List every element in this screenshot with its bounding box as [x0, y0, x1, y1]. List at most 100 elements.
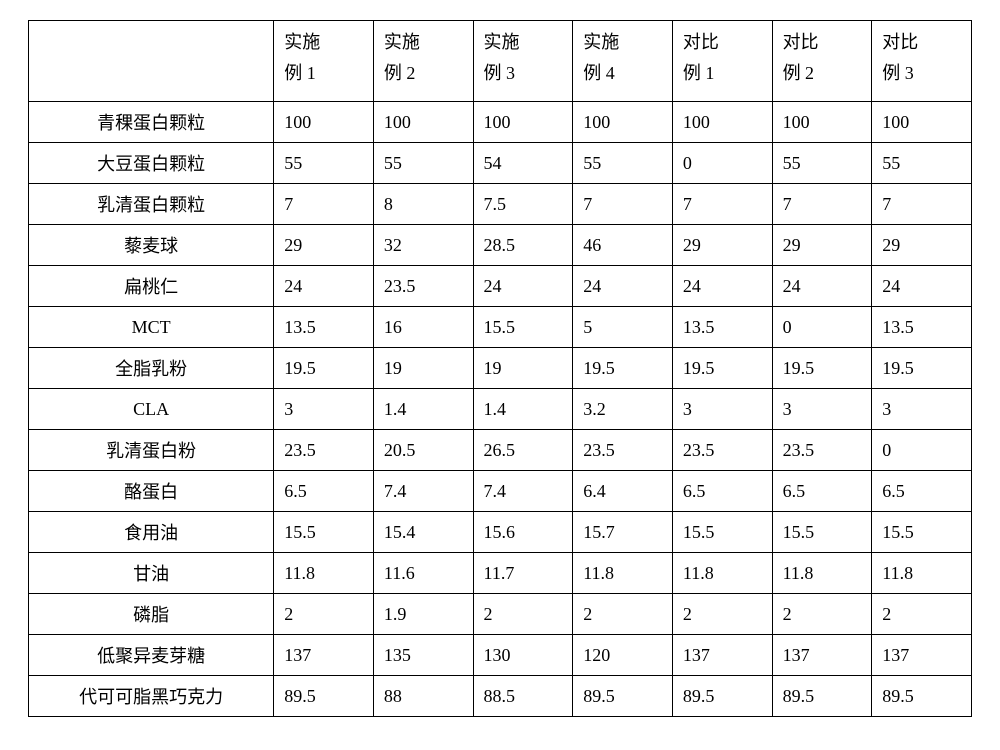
header-l2: 例 1	[284, 63, 316, 83]
header-l1: 实施	[384, 32, 420, 52]
header-l1: 对比	[882, 32, 918, 52]
cell-value: 13.5	[872, 307, 972, 348]
cell-value: 1.4	[473, 389, 573, 430]
cell-value: 89.5	[872, 676, 972, 717]
row-label: 乳清蛋白粉	[29, 430, 274, 471]
cell-value: 29	[274, 225, 374, 266]
table-row: CLA31.41.43.2333	[29, 389, 972, 430]
header-l2: 例 4	[583, 63, 615, 83]
row-label: 甘油	[29, 553, 274, 594]
cell-value: 24	[672, 266, 772, 307]
cell-value: 3	[872, 389, 972, 430]
header-col-2: 实施 例 2	[373, 21, 473, 102]
cell-value: 11.8	[573, 553, 673, 594]
cell-value: 2	[573, 594, 673, 635]
cell-value: 19	[473, 348, 573, 389]
header-l1: 实施	[583, 32, 619, 52]
header-l2: 例 3	[484, 63, 516, 83]
cell-value: 24	[772, 266, 872, 307]
cell-value: 137	[274, 635, 374, 676]
cell-value: 100	[573, 102, 673, 143]
header-col-3: 实施 例 3	[473, 21, 573, 102]
cell-value: 29	[672, 225, 772, 266]
table-row: 藜麦球293228.546292929	[29, 225, 972, 266]
cell-value: 89.5	[274, 676, 374, 717]
cell-value: 55	[573, 143, 673, 184]
cell-value: 23.5	[573, 430, 673, 471]
cell-value: 3.2	[573, 389, 673, 430]
cell-value: 88.5	[473, 676, 573, 717]
cell-value: 2	[872, 594, 972, 635]
cell-value: 23.5	[772, 430, 872, 471]
cell-value: 3	[772, 389, 872, 430]
cell-value: 7	[274, 184, 374, 225]
cell-value: 137	[672, 635, 772, 676]
cell-value: 130	[473, 635, 573, 676]
cell-value: 0	[772, 307, 872, 348]
header-l2: 例 2	[783, 63, 815, 83]
cell-value: 13.5	[672, 307, 772, 348]
header-row: 实施 例 1 实施 例 2 实施 例 3 实施 例 4 对比 例 1	[29, 21, 972, 102]
header-blank	[29, 21, 274, 102]
cell-value: 15.5	[872, 512, 972, 553]
header-l1: 对比	[683, 32, 719, 52]
cell-value: 11.8	[772, 553, 872, 594]
header-l2: 例 2	[384, 63, 416, 83]
cell-value: 88	[373, 676, 473, 717]
table-row: 甘油11.811.611.711.811.811.811.8	[29, 553, 972, 594]
cell-value: 23.5	[274, 430, 374, 471]
cell-value: 3	[274, 389, 374, 430]
cell-value: 7.4	[473, 471, 573, 512]
cell-value: 11.6	[373, 553, 473, 594]
cell-value: 19.5	[772, 348, 872, 389]
table-row: 食用油15.515.415.615.715.515.515.5	[29, 512, 972, 553]
cell-value: 16	[373, 307, 473, 348]
cell-value: 24	[473, 266, 573, 307]
cell-value: 7	[672, 184, 772, 225]
header-l2: 例 1	[683, 63, 715, 83]
cell-value: 2	[672, 594, 772, 635]
cell-value: 19.5	[573, 348, 673, 389]
cell-value: 24	[274, 266, 374, 307]
header-col-5: 对比 例 1	[672, 21, 772, 102]
cell-value: 8	[373, 184, 473, 225]
table-row: 青稞蛋白颗粒100100100100100100100	[29, 102, 972, 143]
row-label: 代可可脂黑巧克力	[29, 676, 274, 717]
cell-value: 1.4	[373, 389, 473, 430]
cell-value: 28.5	[473, 225, 573, 266]
cell-value: 55	[872, 143, 972, 184]
cell-value: 55	[274, 143, 374, 184]
cell-value: 5	[573, 307, 673, 348]
cell-value: 55	[373, 143, 473, 184]
header-l1: 对比	[783, 32, 819, 52]
cell-value: 137	[872, 635, 972, 676]
table-row: 乳清蛋白粉23.520.526.523.523.523.50	[29, 430, 972, 471]
cell-value: 6.5	[274, 471, 374, 512]
cell-value: 26.5	[473, 430, 573, 471]
header-col-7: 对比 例 3	[872, 21, 972, 102]
cell-value: 7.5	[473, 184, 573, 225]
cell-value: 23.5	[373, 266, 473, 307]
cell-value: 6.4	[573, 471, 673, 512]
row-label: 乳清蛋白颗粒	[29, 184, 274, 225]
cell-value: 11.8	[672, 553, 772, 594]
cell-value: 15.6	[473, 512, 573, 553]
header-col-1: 实施 例 1	[274, 21, 374, 102]
header-l1: 实施	[484, 32, 520, 52]
cell-value: 2	[274, 594, 374, 635]
header-l1: 实施	[284, 32, 320, 52]
composition-table: 实施 例 1 实施 例 2 实施 例 3 实施 例 4 对比 例 1	[28, 20, 972, 717]
cell-value: 29	[772, 225, 872, 266]
table-row: 乳清蛋白颗粒787.57777	[29, 184, 972, 225]
cell-value: 6.5	[872, 471, 972, 512]
header-col-4: 实施 例 4	[573, 21, 673, 102]
cell-value: 20.5	[373, 430, 473, 471]
cell-value: 54	[473, 143, 573, 184]
cell-value: 2	[772, 594, 872, 635]
cell-value: 7	[772, 184, 872, 225]
cell-value: 89.5	[772, 676, 872, 717]
cell-value: 24	[573, 266, 673, 307]
table-row: 大豆蛋白颗粒5555545505555	[29, 143, 972, 184]
cell-value: 24	[872, 266, 972, 307]
cell-value: 89.5	[573, 676, 673, 717]
